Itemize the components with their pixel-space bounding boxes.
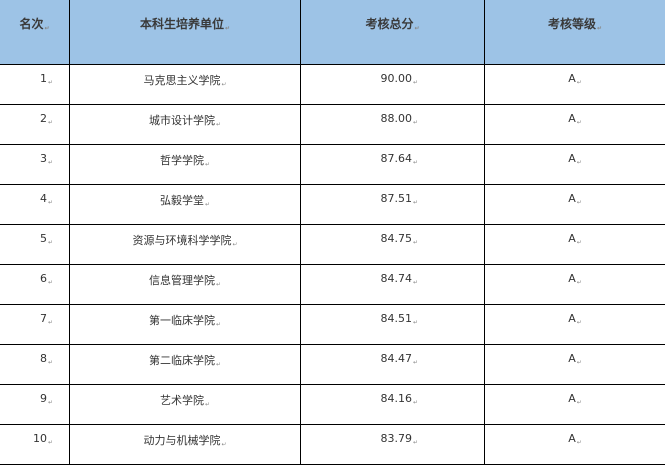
table-row: 9艺术学院84.16A xyxy=(0,384,665,425)
rank-cell: 9 xyxy=(0,384,70,425)
table-row: 4弘毅学堂87.51A xyxy=(0,184,665,225)
rank-cell: 10 xyxy=(0,424,70,465)
table-row: 10动力与机械学院83.79A xyxy=(0,424,665,465)
grade-cell: A xyxy=(484,264,665,305)
table-row: 2城市设计学院88.00A xyxy=(0,104,665,145)
score-cell: 84.75 xyxy=(300,224,485,265)
table-row: 1马克思主义学院90.00A xyxy=(0,64,665,105)
grade-cell: A xyxy=(484,64,665,105)
table-row: 7第一临床学院84.51A xyxy=(0,304,665,345)
unit-cell: 艺术学院 xyxy=(69,384,301,425)
unit-cell: 第一临床学院 xyxy=(69,304,301,345)
score-cell: 83.79 xyxy=(300,424,485,465)
header-rank: 名次 xyxy=(0,0,70,65)
score-cell: 84.16 xyxy=(300,384,485,425)
rank-cell: 1 xyxy=(0,64,70,105)
unit-cell: 哲学学院 xyxy=(69,144,301,185)
unit-cell: 城市设计学院 xyxy=(69,104,301,145)
score-cell: 84.74 xyxy=(300,264,485,305)
grade-cell: A xyxy=(484,304,665,345)
unit-cell: 信息管理学院 xyxy=(69,264,301,305)
unit-cell: 资源与环境科学学院 xyxy=(69,224,301,265)
grade-cell: A xyxy=(484,144,665,185)
unit-cell: 动力与机械学院 xyxy=(69,424,301,465)
header-score: 考核总分 xyxy=(300,0,485,65)
table-row: 8第二临床学院84.47A xyxy=(0,344,665,385)
unit-cell: 第二临床学院 xyxy=(69,344,301,385)
table-row: 5资源与环境科学学院84.75A xyxy=(0,224,665,265)
table-row: 3哲学学院87.64A xyxy=(0,144,665,185)
table-row: 6信息管理学院84.74A xyxy=(0,264,665,305)
score-cell: 90.00 xyxy=(300,64,485,105)
grade-cell: A xyxy=(484,104,665,145)
score-cell: 87.51 xyxy=(300,184,485,225)
unit-cell: 马克思主义学院 xyxy=(69,64,301,105)
rank-cell: 2 xyxy=(0,104,70,145)
grade-cell: A xyxy=(484,424,665,465)
unit-cell: 弘毅学堂 xyxy=(69,184,301,225)
score-cell: 87.64 xyxy=(300,144,485,185)
rank-cell: 3 xyxy=(0,144,70,185)
rank-cell: 4 xyxy=(0,184,70,225)
grade-cell: A xyxy=(484,184,665,225)
score-cell: 88.00 xyxy=(300,104,485,145)
header-row: 名次 本科生培养单位 考核总分 考核等级 xyxy=(0,0,665,65)
score-cell: 84.51 xyxy=(300,304,485,345)
rank-cell: 7 xyxy=(0,304,70,345)
rank-cell: 8 xyxy=(0,344,70,385)
grade-cell: A xyxy=(484,384,665,425)
rank-cell: 5 xyxy=(0,224,70,265)
header-grade: 考核等级 xyxy=(484,0,665,65)
score-cell: 84.47 xyxy=(300,344,485,385)
rank-cell: 6 xyxy=(0,264,70,305)
grade-cell: A xyxy=(484,344,665,385)
grade-cell: A xyxy=(484,224,665,265)
header-unit: 本科生培养单位 xyxy=(69,0,301,65)
